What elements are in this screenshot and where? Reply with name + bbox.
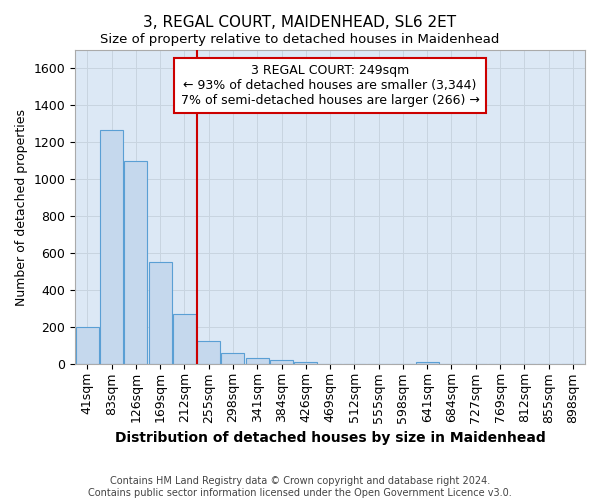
Bar [149, 262, 172, 364]
Text: 3, REGAL COURT, MAIDENHEAD, SL6 2ET: 3, REGAL COURT, MAIDENHEAD, SL6 2ET [143, 15, 457, 30]
Bar [173, 314, 196, 364]
Bar [270, 360, 293, 364]
X-axis label: Distribution of detached houses by size in Maidenhead: Distribution of detached houses by size … [115, 431, 545, 445]
Bar [294, 362, 317, 364]
Text: Contains HM Land Registry data © Crown copyright and database right 2024.
Contai: Contains HM Land Registry data © Crown c… [88, 476, 512, 498]
Text: Size of property relative to detached houses in Maidenhead: Size of property relative to detached ho… [100, 32, 500, 46]
Bar [124, 161, 148, 364]
Text: 3 REGAL COURT: 249sqm
← 93% of detached houses are smaller (3,344)
7% of semi-de: 3 REGAL COURT: 249sqm ← 93% of detached … [181, 64, 479, 107]
Bar [221, 354, 244, 364]
Y-axis label: Number of detached properties: Number of detached properties [15, 108, 28, 306]
Bar [100, 130, 123, 364]
Bar [246, 358, 269, 364]
Bar [76, 328, 99, 364]
Bar [416, 362, 439, 364]
Bar [197, 342, 220, 364]
